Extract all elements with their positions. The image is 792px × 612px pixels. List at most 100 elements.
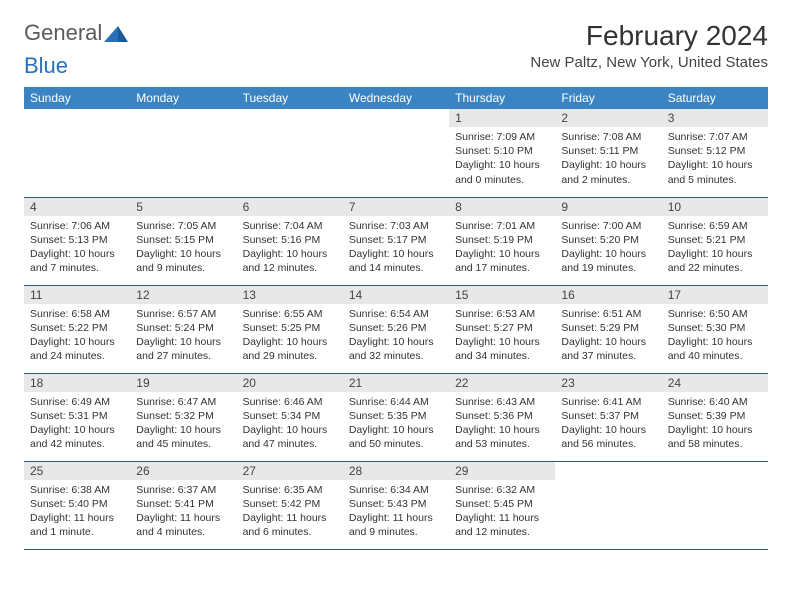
day-number: 12 — [130, 286, 236, 304]
sunrise-line: Sunrise: 6:51 AM — [561, 307, 655, 321]
daylight-line: Daylight: 10 hours and 14 minutes. — [349, 247, 443, 275]
daylight-line: Daylight: 10 hours and 17 minutes. — [455, 247, 549, 275]
sunrise-line: Sunrise: 6:37 AM — [136, 483, 230, 497]
day-header: Wednesday — [343, 87, 449, 109]
day-number: 23 — [555, 374, 661, 392]
sunset-line: Sunset: 5:10 PM — [455, 144, 549, 158]
sunset-line: Sunset: 5:26 PM — [349, 321, 443, 335]
day-number: 28 — [343, 462, 449, 480]
day-info: Sunrise: 6:57 AMSunset: 5:24 PMDaylight:… — [130, 304, 236, 368]
sunset-line: Sunset: 5:12 PM — [668, 144, 762, 158]
calendar-cell: 8Sunrise: 7:01 AMSunset: 5:19 PMDaylight… — [449, 197, 555, 285]
sunrise-line: Sunrise: 7:00 AM — [561, 219, 655, 233]
daylight-line: Daylight: 10 hours and 37 minutes. — [561, 335, 655, 363]
day-info: Sunrise: 6:40 AMSunset: 5:39 PMDaylight:… — [662, 392, 768, 456]
sunset-line: Sunset: 5:29 PM — [561, 321, 655, 335]
calendar-cell-empty — [555, 461, 661, 549]
sunrise-line: Sunrise: 6:34 AM — [349, 483, 443, 497]
sunrise-line: Sunrise: 6:50 AM — [668, 307, 762, 321]
day-number: 4 — [24, 198, 130, 216]
calendar-cell-empty — [24, 109, 130, 197]
daylight-line: Daylight: 11 hours and 9 minutes. — [349, 511, 443, 539]
calendar-cell: 29Sunrise: 6:32 AMSunset: 5:45 PMDayligh… — [449, 461, 555, 549]
sunrise-line: Sunrise: 6:49 AM — [30, 395, 124, 409]
sunrise-line: Sunrise: 7:04 AM — [243, 219, 337, 233]
daylight-line: Daylight: 10 hours and 2 minutes. — [561, 158, 655, 186]
calendar-cell: 20Sunrise: 6:46 AMSunset: 5:34 PMDayligh… — [237, 373, 343, 461]
day-info: Sunrise: 6:53 AMSunset: 5:27 PMDaylight:… — [449, 304, 555, 368]
sunrise-line: Sunrise: 6:58 AM — [30, 307, 124, 321]
daylight-line: Daylight: 10 hours and 53 minutes. — [455, 423, 549, 451]
calendar-cell: 25Sunrise: 6:38 AMSunset: 5:40 PMDayligh… — [24, 461, 130, 549]
calendar-cell-empty — [662, 461, 768, 549]
day-info: Sunrise: 6:54 AMSunset: 5:26 PMDaylight:… — [343, 304, 449, 368]
calendar-cell: 1Sunrise: 7:09 AMSunset: 5:10 PMDaylight… — [449, 109, 555, 197]
calendar-cell: 5Sunrise: 7:05 AMSunset: 5:15 PMDaylight… — [130, 197, 236, 285]
day-info: Sunrise: 7:01 AMSunset: 5:19 PMDaylight:… — [449, 216, 555, 280]
sunset-line: Sunset: 5:31 PM — [30, 409, 124, 423]
sunset-line: Sunset: 5:41 PM — [136, 497, 230, 511]
day-info: Sunrise: 7:03 AMSunset: 5:17 PMDaylight:… — [343, 216, 449, 280]
day-number: 7 — [343, 198, 449, 216]
daylight-line: Daylight: 11 hours and 1 minute. — [30, 511, 124, 539]
calendar-cell: 14Sunrise: 6:54 AMSunset: 5:26 PMDayligh… — [343, 285, 449, 373]
logo-text-general: General — [24, 20, 102, 46]
day-info: Sunrise: 6:41 AMSunset: 5:37 PMDaylight:… — [555, 392, 661, 456]
sunrise-line: Sunrise: 6:35 AM — [243, 483, 337, 497]
sunset-line: Sunset: 5:39 PM — [668, 409, 762, 423]
calendar-cell: 27Sunrise: 6:35 AMSunset: 5:42 PMDayligh… — [237, 461, 343, 549]
day-number: 14 — [343, 286, 449, 304]
sunrise-line: Sunrise: 6:43 AM — [455, 395, 549, 409]
day-header: Thursday — [449, 87, 555, 109]
calendar-cell: 10Sunrise: 6:59 AMSunset: 5:21 PMDayligh… — [662, 197, 768, 285]
day-number: 2 — [555, 109, 661, 127]
day-number: 11 — [24, 286, 130, 304]
day-number: 19 — [130, 374, 236, 392]
daylight-line: Daylight: 10 hours and 27 minutes. — [136, 335, 230, 363]
sunset-line: Sunset: 5:30 PM — [668, 321, 762, 335]
calendar-cell: 7Sunrise: 7:03 AMSunset: 5:17 PMDaylight… — [343, 197, 449, 285]
sunset-line: Sunset: 5:45 PM — [455, 497, 549, 511]
daylight-line: Daylight: 10 hours and 58 minutes. — [668, 423, 762, 451]
day-number: 1 — [449, 109, 555, 127]
daylight-line: Daylight: 10 hours and 22 minutes. — [668, 247, 762, 275]
sunset-line: Sunset: 5:36 PM — [455, 409, 549, 423]
calendar-cell: 28Sunrise: 6:34 AMSunset: 5:43 PMDayligh… — [343, 461, 449, 549]
daylight-line: Daylight: 10 hours and 50 minutes. — [349, 423, 443, 451]
day-header: Friday — [555, 87, 661, 109]
day-info: Sunrise: 6:50 AMSunset: 5:30 PMDaylight:… — [662, 304, 768, 368]
day-info: Sunrise: 7:05 AMSunset: 5:15 PMDaylight:… — [130, 216, 236, 280]
calendar-cell: 22Sunrise: 6:43 AMSunset: 5:36 PMDayligh… — [449, 373, 555, 461]
daylight-line: Daylight: 10 hours and 12 minutes. — [243, 247, 337, 275]
sunrise-line: Sunrise: 7:07 AM — [668, 130, 762, 144]
sunset-line: Sunset: 5:40 PM — [30, 497, 124, 511]
sunset-line: Sunset: 5:24 PM — [136, 321, 230, 335]
calendar-cell: 24Sunrise: 6:40 AMSunset: 5:39 PMDayligh… — [662, 373, 768, 461]
daylight-line: Daylight: 10 hours and 7 minutes. — [30, 247, 124, 275]
daylight-line: Daylight: 10 hours and 47 minutes. — [243, 423, 337, 451]
calendar-cell-empty — [343, 109, 449, 197]
day-number: 29 — [449, 462, 555, 480]
calendar-cell-empty — [237, 109, 343, 197]
day-info: Sunrise: 6:43 AMSunset: 5:36 PMDaylight:… — [449, 392, 555, 456]
day-number: 20 — [237, 374, 343, 392]
day-info: Sunrise: 7:08 AMSunset: 5:11 PMDaylight:… — [555, 127, 661, 191]
calendar-week-row: 4Sunrise: 7:06 AMSunset: 5:13 PMDaylight… — [24, 197, 768, 285]
sunset-line: Sunset: 5:15 PM — [136, 233, 230, 247]
sunrise-line: Sunrise: 6:40 AM — [668, 395, 762, 409]
calendar-cell: 4Sunrise: 7:06 AMSunset: 5:13 PMDaylight… — [24, 197, 130, 285]
sunset-line: Sunset: 5:42 PM — [243, 497, 337, 511]
daylight-line: Daylight: 10 hours and 45 minutes. — [136, 423, 230, 451]
sunset-line: Sunset: 5:20 PM — [561, 233, 655, 247]
day-number: 10 — [662, 198, 768, 216]
day-header: Monday — [130, 87, 236, 109]
daylight-line: Daylight: 11 hours and 12 minutes. — [455, 511, 549, 539]
day-number: 3 — [662, 109, 768, 127]
day-header: Sunday — [24, 87, 130, 109]
sunrise-line: Sunrise: 7:08 AM — [561, 130, 655, 144]
day-info: Sunrise: 6:44 AMSunset: 5:35 PMDaylight:… — [343, 392, 449, 456]
calendar-table: SundayMondayTuesdayWednesdayThursdayFrid… — [24, 87, 768, 550]
day-info: Sunrise: 7:06 AMSunset: 5:13 PMDaylight:… — [24, 216, 130, 280]
day-info: Sunrise: 6:38 AMSunset: 5:40 PMDaylight:… — [24, 480, 130, 544]
calendar-cell: 3Sunrise: 7:07 AMSunset: 5:12 PMDaylight… — [662, 109, 768, 197]
